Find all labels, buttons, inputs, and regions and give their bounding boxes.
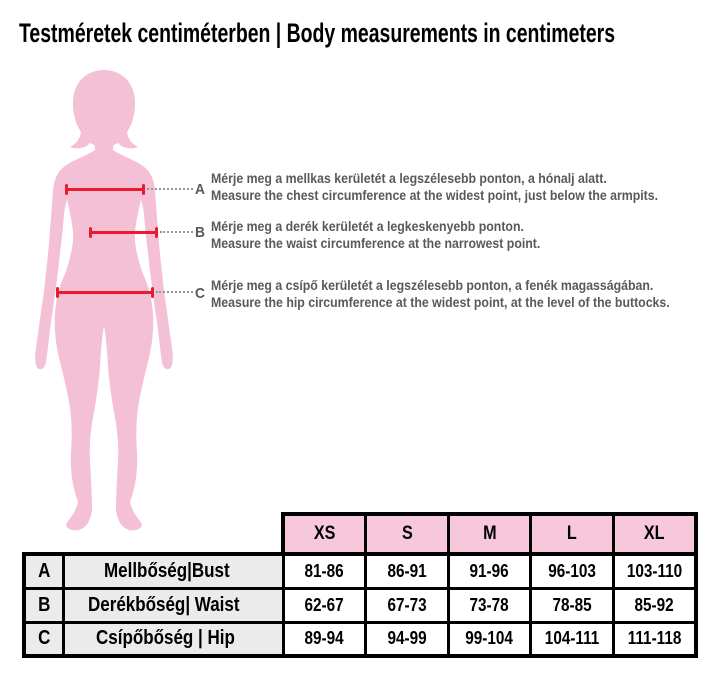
waist-s-value: 67-73	[364, 586, 450, 624]
row-letter-a: A	[22, 552, 65, 590]
chest-instructions: Mérje meg a mellkas kerületét a legszéle…	[211, 170, 658, 203]
bust-l-value: 96-103	[529, 552, 615, 590]
table-corner-spacer	[63, 514, 283, 554]
chest-instruction-hu: Mérje meg a mellkas kerületét a legszéle…	[211, 170, 607, 186]
size-col-xl: XL	[611, 512, 698, 556]
waist-instruction-en: Measure the waist circumference at the n…	[211, 234, 541, 251]
chest-dotted-connector	[147, 188, 193, 190]
hip-m-value: 99-104	[446, 620, 533, 658]
waist-letter-label: B	[195, 224, 205, 241]
size-col-s: S	[364, 512, 450, 556]
hip-xl-value: 111-118	[611, 620, 698, 658]
hip-instruction-hu: Mérje meg a csípő kerületét a legszélese…	[211, 277, 654, 293]
size-table-header-row: XS S M L XL	[24, 512, 698, 556]
table-corner-spacer	[24, 514, 63, 554]
waist-m-value: 73-78	[446, 586, 533, 624]
row-letter-b: B	[22, 586, 65, 624]
hip-measure-line	[56, 287, 154, 298]
chest-measure-line	[65, 184, 145, 195]
bust-xl-value: 103-110	[611, 552, 698, 590]
row-label-hip: Csípőbőség | Hip	[61, 620, 285, 658]
size-table: XS S M L XL A Mellbőség|Bust 81-86 86-91…	[22, 512, 698, 658]
waist-xs-value: 62-67	[281, 586, 368, 624]
waist-measure-line	[89, 227, 158, 238]
table-row-waist: B Derékbőség| Waist 62-67 67-73 73-78 78…	[22, 586, 698, 624]
size-col-l: L	[529, 512, 615, 556]
waist-xl-value: 85-92	[611, 586, 698, 624]
hip-l-value: 104-111	[529, 620, 615, 658]
hip-xs-value: 89-94	[281, 620, 368, 658]
bust-m-value: 91-96	[446, 552, 533, 590]
waist-instructions: Mérje meg a derék kerületét a legkeskeny…	[211, 218, 540, 251]
table-row-bust: A Mellbőség|Bust 81-86 86-91 91-96 96-10…	[22, 552, 698, 590]
hip-instructions: Mérje meg a csípő kerületét a legszélese…	[211, 277, 670, 310]
waist-l-value: 78-85	[529, 586, 615, 624]
hip-letter-label: C	[195, 285, 205, 302]
hip-dotted-connector	[156, 291, 193, 293]
waist-dotted-connector	[160, 231, 193, 233]
hip-s-value: 94-99	[364, 620, 450, 658]
table-row-hip: C Csípőbőség | Hip 89-94 94-99 99-104 10…	[22, 620, 698, 658]
bust-xs-value: 81-86	[281, 552, 368, 590]
size-col-m: M	[446, 512, 533, 556]
silhouette-body-half	[35, 126, 105, 531]
chest-letter-label: A	[195, 181, 205, 198]
row-letter-c: C	[22, 620, 65, 658]
row-label-bust: Mellbőség|Bust	[61, 552, 285, 590]
chest-instruction-en: Measure the chest circumference at the w…	[211, 186, 659, 203]
page-title: Testméretek centiméterben | Body measure…	[19, 18, 616, 48]
hip-instruction-en: Measure the hip circumference at the wid…	[211, 293, 670, 310]
waist-instruction-hu: Mérje meg a derék kerületét a legkeskeny…	[211, 218, 524, 234]
size-col-xs: XS	[281, 512, 368, 556]
female-body-silhouette	[35, 70, 173, 531]
row-label-waist: Derékbőség| Waist	[61, 586, 285, 624]
bust-s-value: 86-91	[364, 552, 450, 590]
